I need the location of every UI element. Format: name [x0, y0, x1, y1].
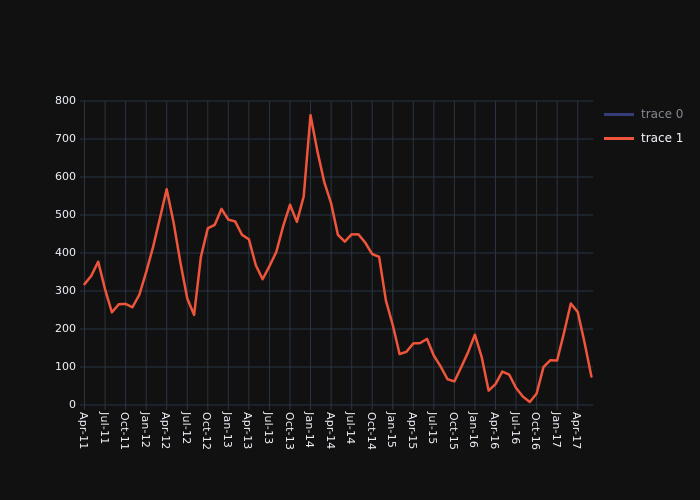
x-tick-label: Jan-14: [303, 412, 317, 449]
y-tick-label: 100: [55, 360, 76, 373]
x-tick-label: Oct-14: [364, 412, 378, 451]
x-tick-label: Apr-11: [77, 412, 90, 450]
legend-item-label: trace 1: [641, 131, 684, 145]
x-tick-label: Oct-12: [200, 412, 214, 451]
y-tick-label: 200: [55, 322, 76, 335]
x-tick-label: Jan-13: [220, 412, 234, 449]
x-tick-label: Jan-17: [549, 412, 563, 449]
y-tick-label: 300: [55, 284, 76, 297]
x-tick-label: Jul-13: [261, 412, 275, 445]
chart-legend: trace 0 trace 1: [604, 102, 683, 150]
x-tick-label: Jan-16: [467, 412, 481, 449]
x-tick-label: Apr-17: [570, 412, 584, 450]
x-tick-label: Jan-12: [138, 412, 152, 449]
x-tick-label: Jul-15: [426, 412, 440, 445]
series-line-trace-1: [83, 113, 593, 404]
y-tick-label: 600: [55, 170, 76, 183]
legend-line-sample: [604, 112, 634, 116]
y-tick-label: 400: [55, 246, 76, 259]
y-tick-label: 700: [55, 132, 76, 145]
x-tick-label: Apr-14: [323, 412, 337, 450]
legend-item-label: trace 0: [641, 107, 684, 121]
x-tick-label: Jul-12: [179, 412, 193, 445]
x-tick-label: Jan-15: [385, 412, 399, 449]
x-tick-label: Apr-15: [405, 412, 419, 450]
legend-item-trace-1[interactable]: trace 1: [604, 126, 683, 150]
y-tick-label: 500: [55, 208, 76, 221]
x-tick-label: Oct-13: [282, 412, 296, 451]
x-tick-label: Oct-11: [118, 412, 132, 451]
x-tick-label: Oct-16: [529, 412, 543, 451]
x-tick-label: Jul-11: [97, 412, 111, 445]
x-tick-label: Jul-14: [344, 412, 358, 445]
legend-line-sample: [604, 136, 634, 140]
y-tick-label: 800: [55, 94, 76, 107]
x-tick-label: Apr-16: [488, 412, 501, 450]
y-tick-label: 0: [69, 398, 76, 411]
x-tick-label: Apr-13: [241, 412, 255, 450]
x-tick-label: Apr-12: [159, 412, 173, 450]
x-tick-label: Oct-15: [446, 412, 460, 451]
x-tick-label: Jul-16: [508, 412, 522, 445]
legend-item-trace-0[interactable]: trace 0: [604, 102, 683, 126]
